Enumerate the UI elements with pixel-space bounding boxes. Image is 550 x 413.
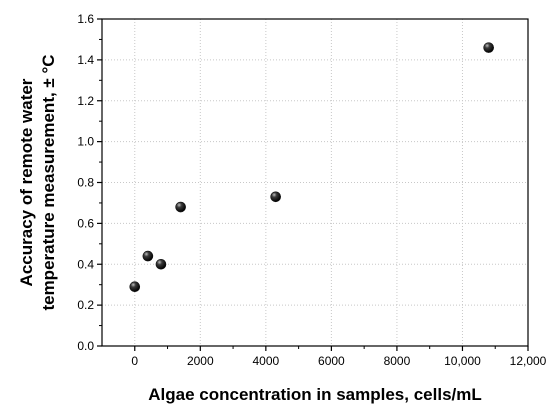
data-point (155, 258, 167, 270)
data-point (175, 201, 186, 213)
x-tick-label: 12,000 (510, 354, 547, 368)
y-axis-title-line2: temperature measurement, ± °C (39, 54, 58, 310)
data-point (142, 250, 154, 262)
y-tick-label: 0.6 (77, 216, 94, 230)
axis-ticks: 0 2000 4000 6000 8000 10,000 12,000 0.0 0.2 0.4 0.… (77, 12, 546, 368)
x-tick-label: 8000 (384, 354, 411, 368)
y-tick-label: 0.4 (77, 257, 94, 271)
x-axis-title: Algae concentration in samples, cells/mL (148, 385, 482, 404)
y-tick-label: 1.2 (77, 94, 94, 108)
data-point (129, 281, 141, 293)
y-tick-label: 0.8 (77, 176, 94, 190)
y-tick-label: 1.0 (77, 135, 94, 149)
data-point (483, 42, 494, 53)
y-axis-title-line1: Accuracy of remote water (17, 78, 36, 286)
y-tick-label: 0.0 (77, 339, 94, 353)
x-tick-label: 2000 (187, 354, 214, 368)
x-tick-label: 10,000 (444, 354, 481, 368)
data-point (270, 191, 281, 203)
y-tick-label: 0.2 (77, 298, 94, 312)
y-tick-label: 1.6 (77, 12, 94, 26)
x-tick-label: 6000 (318, 354, 345, 368)
x-tick-label: 0 (131, 354, 138, 368)
x-tick-label: 4000 (252, 354, 279, 368)
grid-lines (102, 18, 529, 347)
data-points (129, 42, 494, 293)
y-tick-label: 1.4 (77, 53, 94, 67)
